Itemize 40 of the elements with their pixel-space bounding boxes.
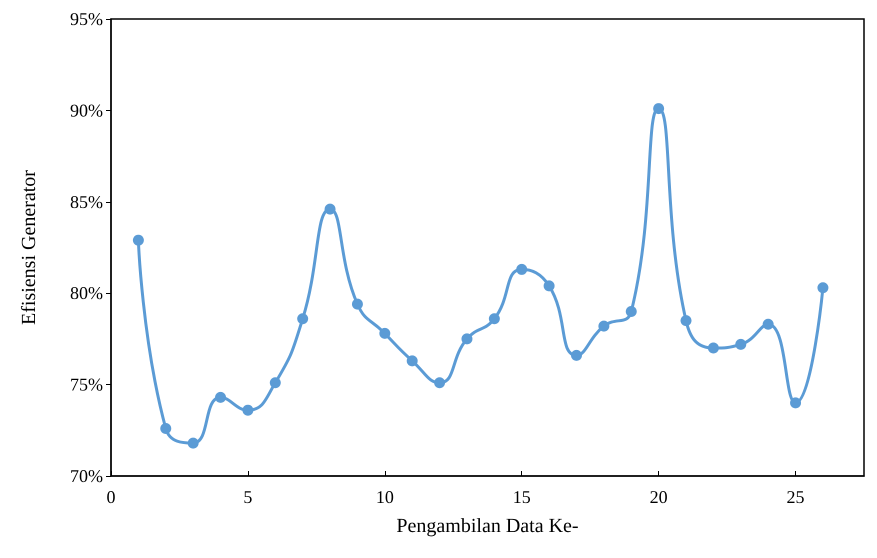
point xyxy=(160,422,172,434)
point xyxy=(132,234,144,246)
x-tick-label: 20 xyxy=(650,487,668,507)
point xyxy=(571,350,582,361)
point xyxy=(461,333,472,344)
point xyxy=(324,204,336,215)
x-tick-label: 25 xyxy=(786,487,805,507)
point xyxy=(270,377,281,388)
point xyxy=(817,282,828,294)
y-tick-label: 75% xyxy=(70,374,103,395)
point xyxy=(242,404,254,416)
point xyxy=(653,103,664,114)
x-tick-label: 15 xyxy=(512,487,531,507)
point xyxy=(680,315,692,326)
y-axis-title: Efisiensi Generator xyxy=(18,170,40,325)
y-tick-label: 80% xyxy=(70,283,103,304)
y-tick-label: 70% xyxy=(70,466,103,486)
point xyxy=(406,355,418,366)
point xyxy=(352,298,363,310)
y-tick-label: 85% xyxy=(70,192,103,212)
point xyxy=(544,280,555,292)
point xyxy=(188,438,199,449)
y-tick-label: 95% xyxy=(70,9,103,29)
point xyxy=(488,313,500,324)
point xyxy=(735,338,746,350)
point xyxy=(215,392,226,403)
point xyxy=(762,318,774,330)
x-tick-label: 10 xyxy=(376,487,394,507)
x-tick-label: 5 xyxy=(243,487,252,507)
point xyxy=(790,397,802,408)
point xyxy=(598,320,610,332)
point xyxy=(297,313,308,324)
point xyxy=(626,306,637,317)
y-tick-label: 90% xyxy=(70,100,103,120)
x-tick-label: 0 xyxy=(106,487,116,507)
point xyxy=(379,328,390,339)
point xyxy=(434,377,446,388)
point xyxy=(516,264,528,275)
point xyxy=(708,342,719,354)
x-axis-title: Pengambilan Data Ke- xyxy=(396,515,579,537)
